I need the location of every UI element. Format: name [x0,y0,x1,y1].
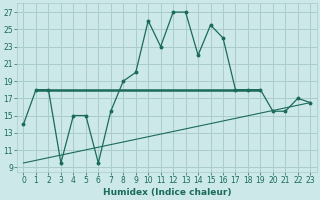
X-axis label: Humidex (Indice chaleur): Humidex (Indice chaleur) [103,188,231,197]
